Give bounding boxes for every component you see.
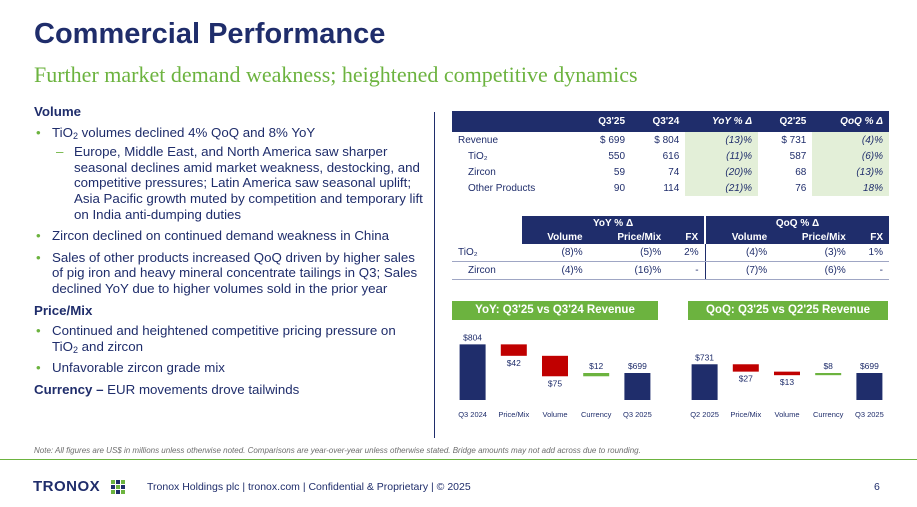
price-mix-heading: Price/Mix: [34, 302, 93, 318]
qoq-category-label-0: Q2 2025: [690, 410, 719, 419]
currency-heading: Currency –: [34, 381, 104, 397]
currency-line: Currency – EUR movements drove tailwinds: [34, 382, 424, 398]
volume-subbullet-regions: Europe, Middle East, and North America s…: [34, 144, 424, 222]
qoq-category-label-1: Price/Mix: [730, 410, 761, 419]
tronox-logo: TRONOX: [33, 478, 101, 495]
page-number: 6: [874, 481, 880, 493]
yoy-chart-title: YoY: Q3'25 vs Q3'24 Revenue: [452, 301, 658, 320]
yoy-bar-3: [583, 373, 610, 377]
tronox-logo-mark-icon: [111, 480, 125, 494]
table-row: Other Products 90 114 (21)% 76 18%: [452, 180, 889, 196]
bridge-table-group-header: YoY % Δ QoQ % Δ: [452, 216, 889, 230]
table-row: Zircon 59 74 (20)% 68 (13)%: [452, 164, 889, 180]
yoy-category-label-2: Volume: [542, 410, 567, 419]
footer-rule: [0, 459, 917, 460]
qoq-value-label-1: $27: [739, 374, 753, 384]
yoy-bar-0: [459, 344, 486, 400]
yoy-value-label-3: $12: [589, 361, 603, 371]
yoy-category-label-3: Currency: [581, 410, 612, 419]
table-row: TiO₂ (8)% (5)% 2% (4)% (3)% 1%: [452, 244, 889, 262]
page-title: Commercial Performance: [34, 18, 386, 50]
qoq-chart-title: QoQ: Q3'25 vs Q2'25 Revenue: [688, 301, 888, 320]
yoy-value-label-2: $75: [548, 378, 562, 388]
qoq-revenue-bridge-chart: $731 Q2 2025 $27 Price/Mix $13 Volume $8 Curren…: [690, 352, 884, 419]
table-row: Zircon (4)% (16)% - (7)% (6)% -: [452, 261, 889, 280]
column-divider: [434, 112, 435, 438]
price-mix-bullet-pricing: Continued and heightened competitive pri…: [34, 323, 424, 354]
table-row: TiO₂ 550 616 (11)% 587 (6)%: [452, 148, 889, 164]
qoq-category-label-3: Currency: [813, 410, 844, 419]
yoy-bar-1: [500, 344, 527, 356]
qoq-category-label-4: Q3 2025: [855, 410, 884, 419]
yoy-category-label-0: Q3 2024: [458, 410, 487, 419]
footer-text: Tronox Holdings plc | tronox.com | Confi…: [147, 481, 471, 493]
table-row: Revenue $ 699 $ 804 (13)% $ 731 (4)%: [452, 131, 889, 148]
bridge-drivers-table: YoY % Δ QoQ % Δ Volume Price/Mix FX Volu…: [452, 216, 889, 280]
qoq-bar-1: [732, 364, 759, 372]
currency-text: EUR movements drove tailwinds: [103, 381, 300, 397]
commentary-column: Volume TiO2 volumes declined 4% QoQ and …: [34, 104, 424, 398]
yoy-bar-2: [542, 355, 568, 377]
qoq-value-label-0: $731: [695, 352, 714, 362]
qoq-category-label-2: Volume: [774, 410, 799, 419]
volume-bullet-zircon: Zircon declined on continued demand weak…: [34, 228, 424, 244]
qoq-bar-3: [815, 373, 842, 376]
yoy-category-label-4: Q3 2025: [623, 410, 652, 419]
yoy-category-label-1: Price/Mix: [498, 410, 529, 419]
volume-bullet-other: Sales of other products increased QoQ dr…: [34, 250, 424, 297]
yoy-value-label-1: $42: [507, 358, 521, 368]
qoq-value-label-2: $13: [780, 377, 794, 387]
volume-bullet-tio2: TiO2 volumes declined 4% QoQ and 8% YoY: [34, 125, 424, 141]
volume-heading: Volume: [34, 104, 82, 119]
qoq-value-label-3: $8: [823, 361, 833, 371]
revenue-table: Q3'25 Q3'24 YoY % Δ Q2'25 QoQ % Δ Revenu…: [452, 111, 889, 196]
bridge-table-subheader: Volume Price/Mix FX Volume Price/Mix FX: [452, 230, 889, 244]
yoy-revenue-bridge-chart: $804 Q3 2024 $42 Price/Mix $75 Volume $12 Curre…: [458, 332, 652, 419]
page-subtitle: Further market demand weakness; heighten…: [34, 62, 638, 87]
yoy-bar-4: [624, 373, 651, 400]
qoq-bar-0: [691, 364, 718, 400]
revenue-table-header: Q3'25 Q3'24 YoY % Δ Q2'25 QoQ % Δ: [452, 111, 889, 132]
yoy-value-label-4: $699: [628, 361, 647, 371]
price-mix-bullet-grade: Unfavorable zircon grade mix: [34, 360, 424, 376]
qoq-bar-2: [774, 371, 800, 376]
footnote: Note: All figures are US$ in millions un…: [34, 446, 641, 455]
qoq-bar-4: [856, 373, 883, 400]
yoy-value-label-0: $804: [463, 332, 482, 342]
qoq-value-label-4: $699: [860, 361, 879, 371]
